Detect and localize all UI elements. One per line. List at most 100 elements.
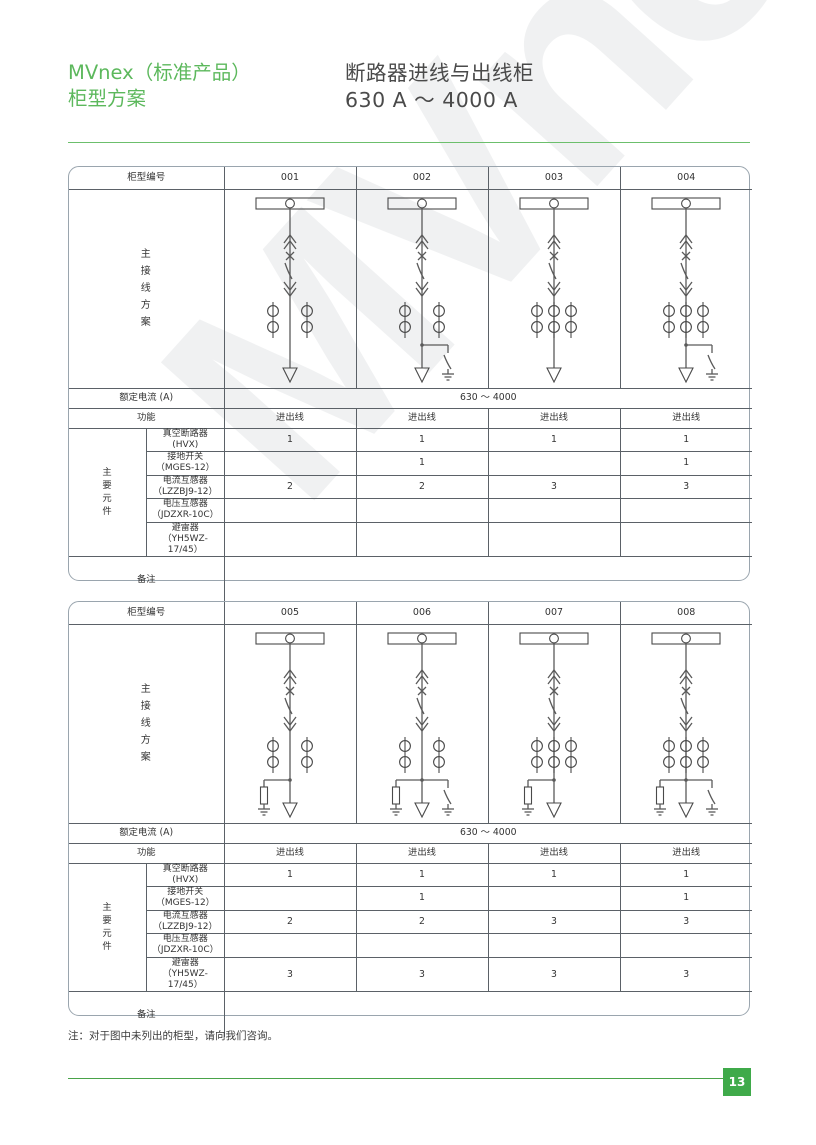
table-row-component: 电流互感器（LZZBJ9-12） 2 2 3 3 xyxy=(69,909,752,934)
component-qty-cell xyxy=(619,498,752,523)
single-line-diagram xyxy=(651,196,721,383)
footer-note: 注：对于图中未列出的柜型，请向我们咨询。 xyxy=(68,1030,278,1042)
page-number-badge: 13 xyxy=(723,1068,751,1096)
component-qty-cell xyxy=(223,498,357,523)
function-cell: 进出线 xyxy=(487,407,621,429)
table-row-rated-current: 额定电流 (A) 630 〜 4000 xyxy=(69,387,752,409)
diagram-cell xyxy=(487,623,621,824)
component-qty-cell: 3 xyxy=(223,956,357,993)
brand-block: MVnex（标准产品） 柜型方案 xyxy=(68,60,338,112)
table-row-component: 避雷器（YH5WZ-17/45） xyxy=(69,521,752,558)
single-line-diagram xyxy=(519,631,589,818)
main-wiring-label: 主接线方案 xyxy=(140,684,152,763)
page-title: 断路器进线与出线柜 630 A 〜 4000 A xyxy=(345,60,775,114)
component-qty-cell xyxy=(487,451,621,476)
label-function: 功能 xyxy=(69,407,225,429)
label-main-wiring: 主接线方案 xyxy=(69,188,225,389)
component-qty-cell: 1 xyxy=(355,427,489,452)
diagram-cell xyxy=(355,623,489,824)
component-qty-cell: 3 xyxy=(355,956,489,993)
cabinet-number-cell: 001 xyxy=(223,167,357,190)
cabinet-number-cell: 008 xyxy=(619,602,752,625)
remark-value xyxy=(223,991,752,1037)
single-line-diagram xyxy=(255,631,325,818)
function-cell: 进出线 xyxy=(223,842,357,864)
component-qty-cell xyxy=(619,933,752,958)
component-name: 避雷器（YH5WZ-17/45） xyxy=(146,956,225,993)
diagram-cell xyxy=(355,188,489,389)
component-qty-cell: 1 xyxy=(619,886,752,911)
table-1: 柜型编号 001 002 003 004 主接线方案额定电流 (A) 630 〜 4000 功… xyxy=(69,167,752,602)
component-qty-cell: 3 xyxy=(619,956,752,993)
table-row-remark: 备注 xyxy=(69,991,752,1037)
component-qty-cell xyxy=(487,498,621,523)
label-cabinet-no: 柜型编号 xyxy=(69,602,225,625)
label-main-components: 主要元件 xyxy=(69,862,147,993)
single-line-diagram xyxy=(519,196,589,383)
diagram-cell xyxy=(487,188,621,389)
component-qty-cell xyxy=(487,933,621,958)
table-row-cabinet-no: 柜型编号 005 006 007 008 xyxy=(69,602,752,625)
label-cabinet-no: 柜型编号 xyxy=(69,167,225,190)
component-name: 接地开关（MGES-12） xyxy=(146,886,225,911)
component-qty-cell: 3 xyxy=(487,956,621,993)
brand-line-1: MVnex（标准产品） xyxy=(68,61,251,84)
cabinet-number-cell: 004 xyxy=(619,167,752,190)
label-function: 功能 xyxy=(69,842,225,864)
single-line-diagram xyxy=(387,631,457,818)
table-row-component: 电流互感器（LZZBJ9-12） 2 2 3 3 xyxy=(69,474,752,499)
component-qty-cell xyxy=(223,886,357,911)
component-qty-cell: 1 xyxy=(355,886,489,911)
component-name: 接地开关（MGES-12） xyxy=(146,451,225,476)
component-qty-cell: 1 xyxy=(223,862,357,887)
label-rated-current: 额定电流 (A) xyxy=(69,822,225,844)
cabinet-number-cell: 002 xyxy=(355,167,489,190)
label-remark: 备注 xyxy=(69,556,225,602)
table-row-diagrams: 主接线方案 xyxy=(69,623,752,824)
component-qty-cell: 1 xyxy=(619,451,752,476)
table-2: 柜型编号 005 006 007 008 主接线方案额定电流 (A) 630 〜 4000 功… xyxy=(69,602,752,1037)
brand-line-2: 柜型方案 xyxy=(68,87,147,110)
function-cell: 进出线 xyxy=(355,407,489,429)
component-qty-cell: 2 xyxy=(223,474,357,499)
function-cell: 进出线 xyxy=(223,407,357,429)
table-row-cabinet-no: 柜型编号 001 002 003 004 xyxy=(69,167,752,190)
component-qty-cell: 1 xyxy=(619,862,752,887)
header-divider xyxy=(68,142,750,143)
component-qty-cell: 1 xyxy=(619,427,752,452)
single-line-diagram xyxy=(387,196,457,383)
function-cell: 进出线 xyxy=(355,842,489,864)
component-name: 电流互感器（LZZBJ9-12） xyxy=(146,909,225,934)
component-qty-cell xyxy=(355,933,489,958)
rated-current-value: 630 〜 4000 xyxy=(223,387,752,409)
table-row-rated-current: 额定电流 (A) 630 〜 4000 xyxy=(69,822,752,844)
component-name: 真空断路器 (HVX) xyxy=(146,427,225,452)
title-line-2: 630 A 〜 4000 A xyxy=(345,88,518,112)
function-cell: 进出线 xyxy=(619,407,752,429)
single-line-diagram xyxy=(255,196,325,383)
scheme-table-1: 柜型编号 001 002 003 004 主接线方案额定电流 (A) 630 〜 4000 功… xyxy=(68,166,752,602)
component-qty-cell: 2 xyxy=(355,909,489,934)
component-qty-cell: 3 xyxy=(487,909,621,934)
label-rated-current: 额定电流 (A) xyxy=(69,387,225,409)
table-row-component: 接地开关（MGES-12） 1 1 xyxy=(69,451,752,476)
table-row-diagrams: 主接线方案 xyxy=(69,188,752,389)
cabinet-number-cell: 005 xyxy=(223,602,357,625)
table-row-component: 接地开关（MGES-12） 1 1 xyxy=(69,886,752,911)
component-qty-cell xyxy=(487,886,621,911)
component-qty-cell xyxy=(355,521,489,558)
scheme-table-2: 柜型编号 005 006 007 008 主接线方案额定电流 (A) 630 〜 4000 功… xyxy=(68,601,752,1037)
component-qty-cell: 2 xyxy=(223,909,357,934)
component-qty-cell: 1 xyxy=(355,451,489,476)
function-cell: 进出线 xyxy=(619,842,752,864)
component-qty-cell: 1 xyxy=(487,427,621,452)
title-line-1: 断路器进线与出线柜 xyxy=(345,61,534,85)
cabinet-number-cell: 007 xyxy=(487,602,621,625)
component-name: 电压互感器（JDZXR-10C） xyxy=(146,498,225,523)
component-name: 真空断路器 (HVX) xyxy=(146,862,225,887)
cabinet-number-cell: 006 xyxy=(355,602,489,625)
component-name: 避雷器（YH5WZ-17/45） xyxy=(146,521,225,558)
component-qty-cell xyxy=(223,933,357,958)
label-main-wiring: 主接线方案 xyxy=(69,623,225,824)
component-qty-cell: 1 xyxy=(487,862,621,887)
